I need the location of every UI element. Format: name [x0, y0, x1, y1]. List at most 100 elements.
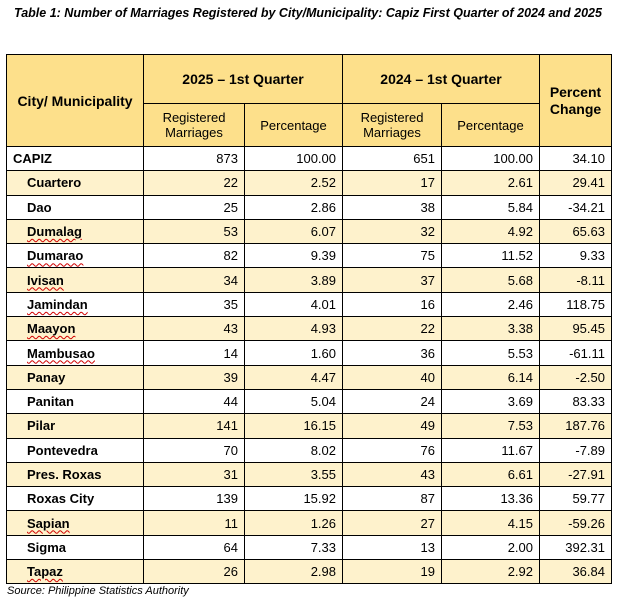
row-percentage-2025: 2.86: [244, 194, 343, 220]
row-name: Pres. Roxas: [6, 461, 144, 488]
row-name: Ivisan: [6, 267, 144, 293]
row-percentage-2024: 7.53: [441, 413, 540, 439]
row-percentage-2025: 100.00: [244, 145, 343, 172]
row-percentage-2024: 2.92: [441, 559, 540, 585]
header-2025-quarter: 2025 – 1st Quarter: [143, 54, 343, 104]
row-percentage-2025: 1.60: [244, 340, 343, 366]
row-registered-2024: 17: [342, 170, 442, 196]
marriages-table: City/ Municipality 2025 – 1st Quarter 20…: [6, 54, 612, 585]
row-percent-change: 95.45: [539, 316, 612, 342]
row-percentage-2024: 100.00: [441, 145, 540, 172]
row-name: Sapian: [6, 510, 144, 536]
row-percentage-2025: 3.55: [244, 461, 343, 488]
row-registered-2024: 49: [342, 413, 442, 439]
row-registered-2025: 53: [143, 218, 245, 245]
row-percentage-2025: 6.07: [244, 218, 343, 245]
row-registered-2024: 37: [342, 267, 442, 293]
row-name: CAPIZ: [6, 145, 144, 172]
table-row: Sapian 11 1.26 27 4.15 -59.26: [6, 510, 612, 536]
row-registered-2025: 139: [143, 486, 245, 512]
row-registered-2025: 70: [143, 437, 245, 463]
row-name-text: Tapaz: [27, 564, 63, 580]
row-percent-change: -59.26: [539, 510, 612, 536]
row-registered-2024: 38: [342, 194, 442, 220]
row-name-text: Mambusao: [27, 345, 95, 361]
table-row: Maayon 43 4.93 22 3.38 95.45: [6, 316, 612, 342]
row-percentage-2024: 11.52: [441, 243, 540, 269]
row-percentage-2025: 3.89: [244, 267, 343, 293]
row-registered-2024: 76: [342, 437, 442, 463]
table-row: Pilar 141 16.15 49 7.53 187.76: [6, 413, 612, 439]
row-name: Mambusao: [6, 340, 144, 366]
header-city: City/ Municipality: [6, 54, 144, 147]
table-title: Table 1: Number of Marriages Registered …: [14, 6, 602, 20]
row-percent-change: -2.50: [539, 364, 612, 390]
row-percentage-2024: 4.15: [441, 510, 540, 536]
row-name: Dumarao: [6, 243, 144, 269]
row-percentage-2024: 2.46: [441, 291, 540, 318]
row-percentage-2025: 16.15: [244, 413, 343, 439]
table-row: Pres. Roxas 31 3.55 43 6.61 -27.91: [6, 461, 612, 488]
row-percentage-2024: 5.84: [441, 194, 540, 220]
row-registered-2025: 14: [143, 340, 245, 366]
row-registered-2025: 22: [143, 170, 245, 196]
row-percentage-2025: 5.04: [244, 388, 343, 415]
row-registered-2025: 44: [143, 388, 245, 415]
row-percent-change: -27.91: [539, 461, 612, 488]
table-row: Dumalag 53 6.07 32 4.92 65.63: [6, 218, 612, 245]
row-percentage-2024: 6.61: [441, 461, 540, 488]
row-name: Cuartero: [6, 170, 144, 196]
row-registered-2024: 32: [342, 218, 442, 245]
row-percent-change: 59.77: [539, 486, 612, 512]
table-row: Roxas City 139 15.92 87 13.36 59.77: [6, 486, 612, 512]
row-registered-2024: 43: [342, 461, 442, 488]
row-name-text: Maayon: [27, 321, 76, 337]
row-percentage-2024: 11.67: [441, 437, 540, 463]
row-registered-2024: 651: [342, 145, 442, 172]
row-percentage-2025: 9.39: [244, 243, 343, 269]
row-percent-change: -8.11: [539, 267, 612, 293]
row-percentage-2024: 5.53: [441, 340, 540, 366]
row-registered-2024: 36: [342, 340, 442, 366]
row-name: Maayon: [6, 316, 144, 342]
row-percent-change: 118.75: [539, 291, 612, 318]
row-percentage-2024: 2.61: [441, 170, 540, 196]
row-percent-change: 29.41: [539, 170, 612, 196]
row-percentage-2025: 15.92: [244, 486, 343, 512]
row-registered-2024: 13: [342, 534, 442, 561]
row-registered-2025: 43: [143, 316, 245, 342]
row-registered-2025: 82: [143, 243, 245, 269]
row-name: Jamindan: [6, 291, 144, 318]
header-percent-change: Percent Change: [539, 54, 612, 147]
row-percentage-2025: 1.26: [244, 510, 343, 536]
row-percentage-2024: 4.92: [441, 218, 540, 245]
row-registered-2025: 35: [143, 291, 245, 318]
row-name: Dumalag: [6, 218, 144, 245]
row-name-text: Dumalag: [27, 224, 82, 240]
row-percentage-2025: 4.47: [244, 364, 343, 390]
header-2024-percentage: Percentage: [441, 103, 540, 147]
row-name: Pontevedra: [6, 437, 144, 463]
row-name: Sigma: [6, 534, 144, 561]
row-name: Roxas City: [6, 486, 144, 512]
row-registered-2024: 40: [342, 364, 442, 390]
row-percent-change: 187.76: [539, 413, 612, 439]
table-row: Sigma 64 7.33 13 2.00 392.31: [6, 534, 612, 561]
row-name: Panay: [6, 364, 144, 390]
table-row: Mambusao 14 1.60 36 5.53 -61.11: [6, 340, 612, 366]
source-note: Source: Philippine Statistics Authority: [7, 585, 189, 597]
row-percentage-2025: 4.01: [244, 291, 343, 318]
row-percentage-2024: 3.69: [441, 388, 540, 415]
row-percentage-2025: 8.02: [244, 437, 343, 463]
row-percent-change: 9.33: [539, 243, 612, 269]
row-registered-2025: 64: [143, 534, 245, 561]
table-row: Panitan 44 5.04 24 3.69 83.33: [6, 388, 612, 415]
row-percent-change: -7.89: [539, 437, 612, 463]
table-row: Dumarao 82 9.39 75 11.52 9.33: [6, 243, 612, 269]
row-name-text: Dumarao: [27, 248, 84, 264]
row-name-text: Jamindan: [27, 296, 88, 312]
row-registered-2025: 39: [143, 364, 245, 390]
row-percentage-2025: 2.98: [244, 559, 343, 585]
row-percent-change: 83.33: [539, 388, 612, 415]
table-row: Tapaz 26 2.98 19 2.92 36.84: [6, 559, 612, 585]
